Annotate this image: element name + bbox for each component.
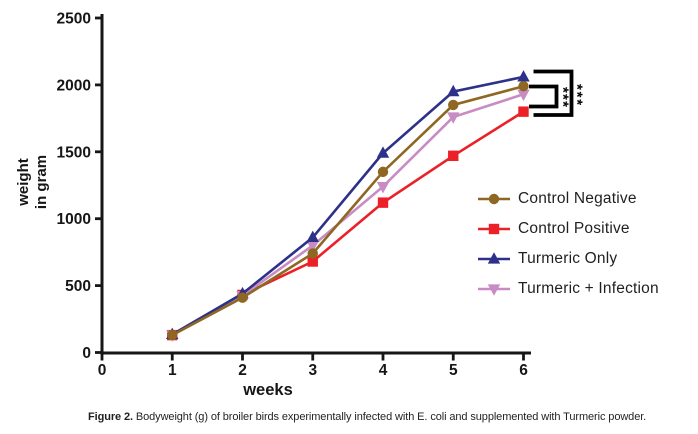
y-tick-label: 1000 [57, 211, 91, 228]
series-line-control-negative [171, 84, 524, 337]
x-axis-title: weeks [242, 381, 293, 399]
y-tick-label: 1500 [57, 144, 91, 161]
data-point [306, 240, 319, 253]
legend-item-turmeric-only: Turmeric Only [477, 244, 659, 274]
x-tick-label: 6 [519, 362, 528, 379]
data-point [307, 248, 318, 259]
data-point [307, 256, 318, 267]
data-point [377, 166, 389, 178]
significance-label: *** [555, 87, 572, 108]
x-tick-label: 0 [98, 362, 107, 379]
data-point [377, 197, 389, 208]
caption-text: Bodyweight (g) of broiler birds experime… [132, 411, 647, 423]
figure-caption: Figure 2. Bodyweight (g) of broiler bird… [88, 411, 646, 423]
series-line-control-positive [171, 110, 525, 337]
data-point [518, 106, 529, 117]
y-tick-label: 2000 [57, 77, 91, 94]
data-point [167, 329, 178, 341]
data-point [448, 99, 459, 111]
data-point [376, 146, 390, 158]
data-point [306, 230, 319, 243]
y-axis-title-line1: weight [15, 158, 32, 207]
legend-label: Control Negative [518, 190, 637, 207]
significance-bracket [529, 84, 559, 109]
legend-marker-control-positive [478, 223, 510, 235]
x-tick-label: 1 [168, 362, 177, 379]
y-axis-title-line2: in gram [33, 155, 50, 209]
legend-label: Turmeric + Infection [518, 280, 659, 297]
legend-item-control-negative: Control Negative [477, 184, 659, 214]
data-point [517, 70, 530, 82]
chart-canvas: 0 500 1000 1500 2000 2500 0 1 2 3 4 5 6 weeks weight in… [15, 11, 586, 400]
legend-item-turmeric-infection: Turmeric + Infection [477, 274, 659, 304]
y-tick-label: 2500 [57, 11, 91, 28]
x-tick-label: 4 [379, 362, 388, 379]
series-line-turmeric-only [171, 75, 524, 336]
x-tick-label: 5 [449, 362, 458, 379]
y-tick-label: 0 [82, 345, 91, 362]
legend-marker-control-negative [478, 193, 510, 205]
chart-legend: Control Negative Control Positive Turmeric… [477, 184, 659, 304]
data-point [518, 81, 529, 92]
significance-bracket [533, 69, 574, 117]
series-line-turmeric-infection [171, 93, 524, 337]
x-tick-label: 2 [238, 362, 247, 379]
legend-marker-turmeric-only [478, 252, 510, 264]
legend-label: Control Positive [518, 220, 630, 237]
x-tick-label: 3 [308, 362, 317, 379]
data-point [237, 292, 248, 303]
caption-label: Figure 2. [88, 411, 133, 423]
data-point [447, 84, 460, 97]
legend-label: Turmeric Only [518, 250, 618, 267]
legend-marker-turmeric-infection [478, 284, 510, 296]
data-point [376, 181, 390, 194]
data-point [448, 150, 459, 162]
data-point [447, 112, 460, 124]
y-tick-label: 500 [65, 278, 91, 295]
data-point [517, 89, 530, 102]
series-markers-control-negative [167, 81, 529, 341]
legend-item-control-positive: Control Positive [477, 214, 659, 244]
significance-label: *** [569, 84, 586, 107]
